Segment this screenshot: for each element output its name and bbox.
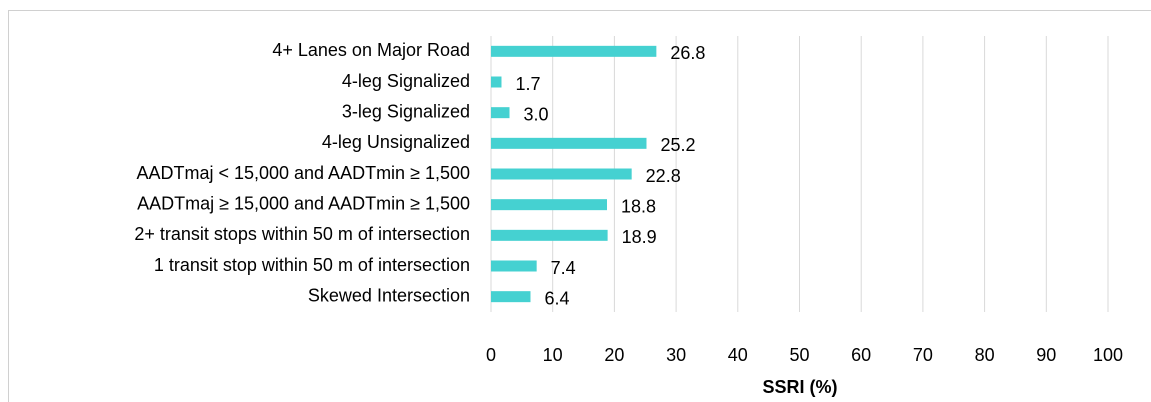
x-tick-label: 80 — [975, 345, 995, 365]
data-label: 22.8 — [646, 166, 681, 186]
data-label: 18.8 — [621, 196, 656, 216]
bar — [491, 229, 608, 241]
y-tick-label: 4-leg Unsignalized — [322, 132, 470, 152]
x-tick-label: 100 — [1093, 345, 1123, 365]
bar — [491, 137, 647, 149]
x-tick-label: 90 — [1036, 345, 1056, 365]
x-tick-label: 20 — [604, 345, 624, 365]
x-tick-label: 40 — [728, 345, 748, 365]
data-label: 7.4 — [551, 258, 576, 278]
bar — [491, 45, 657, 57]
y-tick-label: AADTmaj ≥ 15,000 and AADTmin ≥ 1,500 — [137, 193, 470, 213]
y-tick-label: Skewed Intersection — [308, 285, 470, 305]
data-label: 1.7 — [515, 74, 540, 94]
x-tick-label: 50 — [789, 345, 809, 365]
y-tick-label: 4+ Lanes on Major Road — [272, 40, 470, 60]
y-tick-label: 4-leg Signalized — [342, 71, 470, 91]
data-label: 26.8 — [670, 43, 705, 63]
data-label: 6.4 — [544, 288, 569, 308]
bar — [491, 168, 632, 180]
data-label: 18.9 — [622, 227, 657, 247]
bar — [491, 107, 510, 119]
bar — [491, 260, 537, 272]
x-tick-label: 0 — [486, 345, 496, 365]
chart-border — [8, 10, 1151, 402]
y-tick-label: 2+ transit stops within 50 m of intersec… — [134, 224, 470, 244]
bar — [491, 199, 607, 211]
x-tick-label: 30 — [666, 345, 686, 365]
y-tick-label: 3-leg Signalized — [342, 101, 470, 121]
x-tick-label: 10 — [543, 345, 563, 365]
y-tick-label: 1 transit stop within 50 m of intersecti… — [154, 255, 470, 275]
data-label: 25.2 — [660, 135, 695, 155]
data-label: 3.0 — [524, 104, 549, 124]
x-tick-label: 60 — [851, 345, 871, 365]
bar — [491, 291, 531, 303]
bar — [491, 76, 502, 88]
x-axis-title: SSRI (%) — [762, 377, 837, 397]
x-tick-label: 70 — [913, 345, 933, 365]
y-tick-label: AADTmaj < 15,000 and AADTmin ≥ 1,500 — [136, 163, 470, 183]
